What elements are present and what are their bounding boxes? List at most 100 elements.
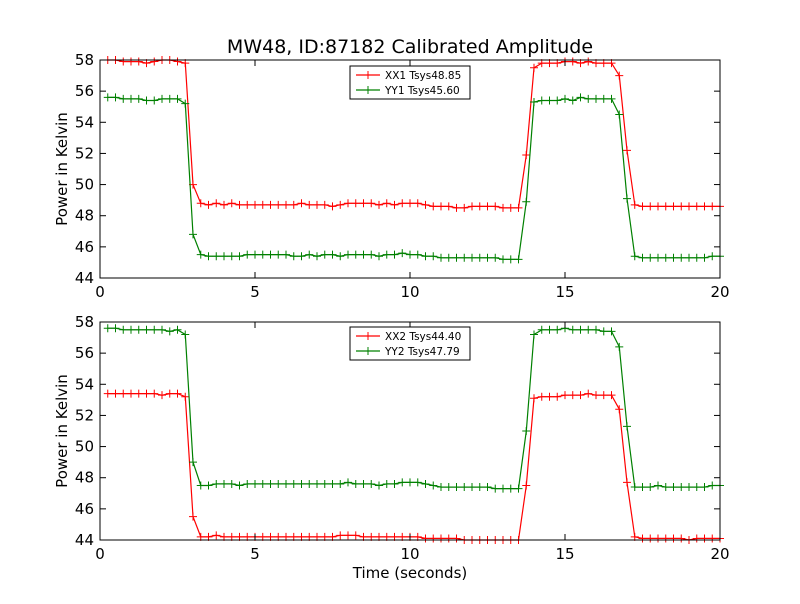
data-point xyxy=(483,202,492,211)
data-point xyxy=(351,479,360,488)
data-point xyxy=(468,253,476,262)
data-point xyxy=(615,405,624,414)
data-point xyxy=(530,394,538,403)
data-point xyxy=(491,253,500,262)
legend: XX2 Tsys44.40 YY2 Tsys47.79 xyxy=(349,326,471,361)
chart-title: MW48, ID:87182 Calibrated Amplitude xyxy=(227,36,593,58)
plot-panel-2: 0 5 10 15 20 44 46 48 50 52 54 56 58 Power in Kelvin T… xyxy=(53,313,730,582)
data-point xyxy=(150,389,159,398)
data-point xyxy=(127,57,135,66)
data-point xyxy=(654,481,662,490)
data-point xyxy=(297,252,306,261)
data-point xyxy=(367,250,376,259)
x-tick-label: 15 xyxy=(555,283,574,301)
data-point xyxy=(460,203,469,212)
data-point xyxy=(444,534,453,543)
data-point xyxy=(266,200,275,209)
series-2-1 xyxy=(103,389,724,544)
data-point xyxy=(576,391,585,400)
data-point xyxy=(111,93,120,102)
data-point xyxy=(227,479,236,488)
data-point xyxy=(220,252,228,261)
data-point xyxy=(266,479,275,488)
data-point xyxy=(506,484,515,493)
data-point xyxy=(561,391,569,400)
data-point xyxy=(382,250,391,259)
data-point xyxy=(661,202,670,211)
data-point xyxy=(692,534,701,543)
y-tick-label: 44 xyxy=(75,269,94,287)
data-point xyxy=(351,250,360,259)
data-point xyxy=(212,199,221,208)
series-1-2 xyxy=(103,93,724,264)
data-point xyxy=(251,250,259,259)
data-point xyxy=(553,392,562,401)
plot-panel-1: 0 5 10 15 20 44 46 48 50 52 54 56 58 Power in Kelvin X… xyxy=(53,51,730,301)
data-point xyxy=(328,250,337,259)
data-point xyxy=(289,200,298,209)
x-tick-label: 0 xyxy=(95,283,105,301)
x-tick-label: 20 xyxy=(710,283,729,301)
data-point xyxy=(282,200,290,209)
data-point xyxy=(235,481,244,490)
data-point xyxy=(212,479,221,488)
data-point xyxy=(685,202,693,211)
y-tick-label: 44 xyxy=(75,531,94,549)
data-point xyxy=(196,250,205,259)
data-point xyxy=(576,325,585,334)
data-point xyxy=(561,94,569,103)
data-point xyxy=(297,199,306,208)
legend-marker xyxy=(364,347,372,355)
data-point xyxy=(305,250,314,259)
data-point xyxy=(382,479,391,488)
data-point xyxy=(475,483,484,492)
data-point xyxy=(212,531,221,540)
data-point xyxy=(336,252,345,261)
data-point xyxy=(623,194,631,203)
data-point xyxy=(506,203,515,212)
data-point xyxy=(305,200,314,209)
data-point xyxy=(584,389,593,398)
data-point xyxy=(282,479,290,488)
data-point xyxy=(444,483,453,492)
data-point xyxy=(692,483,701,492)
data-point xyxy=(173,57,182,66)
data-point xyxy=(499,484,507,493)
data-point xyxy=(630,200,639,209)
data-point xyxy=(654,202,662,211)
data-point xyxy=(134,57,143,66)
data-point xyxy=(204,481,213,490)
data-point xyxy=(320,479,329,488)
data-point xyxy=(599,94,608,103)
data-point xyxy=(491,202,500,211)
data-point xyxy=(320,250,329,259)
y-tick-label: 48 xyxy=(75,469,94,487)
data-point xyxy=(607,94,616,103)
data-point xyxy=(568,325,577,334)
data-point xyxy=(142,96,151,105)
data-point xyxy=(127,389,135,398)
data-point xyxy=(615,71,624,80)
data-point xyxy=(475,253,484,262)
legend-box xyxy=(349,326,471,361)
y-tick-label: 50 xyxy=(75,176,94,194)
data-point xyxy=(530,63,538,72)
data-point xyxy=(398,199,407,208)
data-point xyxy=(615,342,624,351)
data-point xyxy=(165,327,174,336)
data-point xyxy=(274,250,283,259)
data-point xyxy=(289,479,298,488)
data-point xyxy=(553,325,562,334)
data-point xyxy=(119,325,128,334)
y-axis-label: Power in Kelvin xyxy=(53,112,71,226)
data-point xyxy=(630,252,639,261)
data-point xyxy=(514,203,523,212)
data-point xyxy=(421,479,430,488)
x-axis-label: Time (seconds) xyxy=(352,564,468,582)
legend-item: XX1 Tsys48.85 xyxy=(356,70,461,82)
data-point xyxy=(700,534,709,543)
data-point xyxy=(468,202,476,211)
data-point xyxy=(615,110,624,119)
data-point xyxy=(243,200,252,209)
